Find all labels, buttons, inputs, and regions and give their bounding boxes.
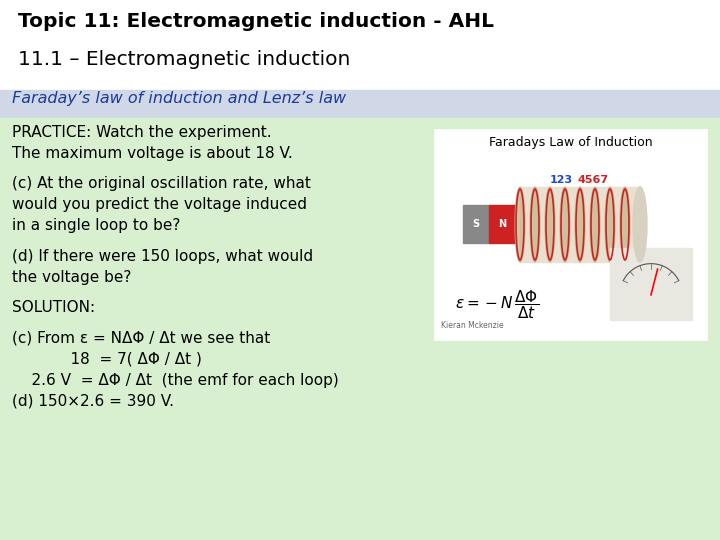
- Bar: [0, 118, 720, 540]
- Ellipse shape: [605, 187, 615, 262]
- Text: 4567: 4567: [577, 175, 608, 185]
- Ellipse shape: [530, 187, 540, 262]
- Text: 11.1 – Electromagnetic induction: 11.1 – Electromagnetic induction: [18, 50, 351, 69]
- Ellipse shape: [560, 187, 570, 262]
- Text: (c) From ε = NΔΦ / Δt we see that: (c) From ε = NΔΦ / Δt we see that: [12, 331, 270, 346]
- Bar: [435, 130, 707, 340]
- Bar: [610, 248, 692, 320]
- Bar: [489, 205, 515, 243]
- Text: Faraday’s law of induction and Lenz’s law: Faraday’s law of induction and Lenz’s la…: [12, 91, 346, 106]
- Ellipse shape: [620, 187, 630, 262]
- Text: Kieran Mckenzie: Kieran Mckenzie: [441, 321, 503, 330]
- Ellipse shape: [633, 187, 647, 262]
- Text: (c) At the original oscillation rate, what: (c) At the original oscillation rate, wh…: [12, 177, 311, 192]
- Text: PRACTICE: Watch the experiment.: PRACTICE: Watch the experiment.: [12, 125, 271, 140]
- Ellipse shape: [635, 187, 645, 262]
- Text: Faradays Law of Induction: Faradays Law of Induction: [489, 136, 653, 149]
- Text: (d) If there were 150 loops, what would: (d) If there were 150 loops, what would: [12, 249, 313, 264]
- Text: Topic 11: Electromagnetic induction - AHL: Topic 11: Electromagnetic induction - AH…: [18, 12, 494, 31]
- Text: (d) 150×2.6 = 390 V.: (d) 150×2.6 = 390 V.: [12, 394, 174, 409]
- FancyBboxPatch shape: [520, 187, 640, 262]
- Text: 2.6 V  = ΔΦ / Δt  (the emf for each loop): 2.6 V = ΔΦ / Δt (the emf for each loop): [12, 373, 338, 388]
- Ellipse shape: [590, 187, 600, 262]
- Ellipse shape: [545, 187, 555, 262]
- Bar: [0, 0, 720, 108]
- Text: The maximum voltage is about 18 V.: The maximum voltage is about 18 V.: [12, 146, 293, 161]
- Text: 123: 123: [550, 175, 573, 185]
- Text: S: S: [472, 219, 480, 229]
- Text: 18  = 7( ΔΦ / Δt ): 18 = 7( ΔΦ / Δt ): [12, 352, 202, 367]
- Text: in a single loop to be?: in a single loop to be?: [12, 219, 181, 233]
- Text: $\varepsilon = -N\,\dfrac{\Delta\Phi}{\Delta t}$: $\varepsilon = -N\,\dfrac{\Delta\Phi}{\D…: [455, 288, 539, 321]
- Ellipse shape: [575, 187, 585, 262]
- Text: would you predict the voltage induced: would you predict the voltage induced: [12, 198, 307, 212]
- Text: SOLUTION:: SOLUTION:: [12, 300, 95, 315]
- Text: N: N: [498, 219, 506, 229]
- Bar: [0, 90, 720, 118]
- Ellipse shape: [515, 187, 525, 262]
- Text: the voltage be?: the voltage be?: [12, 270, 131, 285]
- Bar: [463, 205, 489, 243]
